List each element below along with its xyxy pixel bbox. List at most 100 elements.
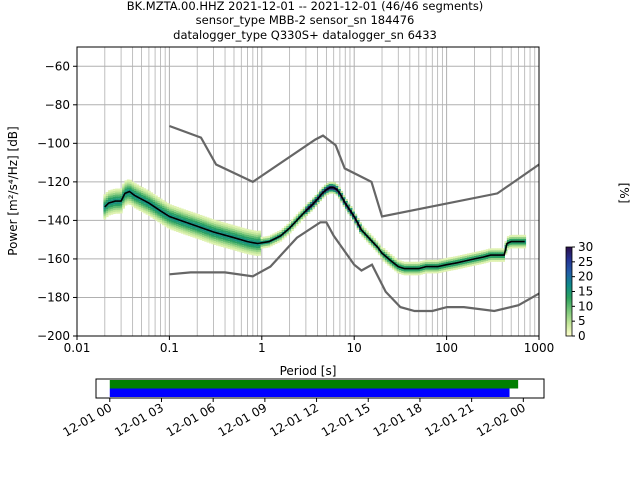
- density-cell: [131, 204, 135, 207]
- density-cell: [244, 236, 247, 239]
- density-cell: [145, 191, 149, 194]
- density-cell: [335, 183, 339, 186]
- density-cell: [166, 218, 170, 221]
- density-cell: [366, 240, 369, 243]
- density-cell: [105, 209, 109, 212]
- density-cell: [488, 256, 491, 259]
- density-cell: [152, 215, 156, 218]
- density-cell: [199, 216, 203, 219]
- density-cell: [246, 231, 250, 234]
- density-cell: [441, 258, 444, 261]
- density-cell: [319, 197, 323, 200]
- density-cell: [124, 186, 128, 189]
- density-cell: [140, 204, 144, 207]
- density-cell: [110, 195, 114, 198]
- density-cell: [258, 246, 262, 249]
- density-cell: [230, 228, 233, 231]
- density-cell: [225, 223, 229, 226]
- density-cell: [176, 212, 179, 215]
- density-cell: [187, 230, 191, 233]
- density-cell: [309, 207, 313, 210]
- density-cell: [420, 270, 423, 273]
- density-cell: [352, 217, 355, 220]
- density-cell: [119, 190, 123, 193]
- density-cell: [133, 204, 137, 207]
- density-cell: [227, 233, 231, 236]
- density-cell: [117, 196, 121, 199]
- density-cell: [138, 191, 142, 194]
- density-cell: [396, 267, 400, 270]
- density-cell: [117, 209, 121, 212]
- timeline-tick-label: 12-01 00: [61, 400, 115, 439]
- density-cell: [366, 230, 369, 233]
- density-cell: [382, 259, 386, 262]
- density-cell: [208, 222, 212, 225]
- density-cell: [194, 217, 198, 220]
- density-cell: [108, 192, 111, 195]
- density-cell: [180, 229, 184, 232]
- density-cell: [251, 245, 254, 248]
- density-cell: [112, 208, 116, 211]
- density-cell: [119, 207, 123, 210]
- density-cell: [492, 256, 496, 259]
- density-cell: [199, 232, 203, 235]
- density-cell: [260, 246, 264, 249]
- density-cell: [108, 209, 111, 212]
- density-cell: [520, 244, 524, 247]
- density-cell: [204, 216, 208, 219]
- density-cell: [248, 244, 252, 247]
- density-cell: [492, 252, 496, 255]
- density-cell: [241, 231, 245, 234]
- density-cell: [218, 242, 222, 245]
- density-cell: [248, 237, 252, 240]
- density-cell: [185, 225, 189, 228]
- timeline-tick-label: 12-01 12: [267, 400, 321, 439]
- density-cell: [520, 236, 524, 239]
- density-cell: [337, 188, 341, 191]
- density-cell: [241, 245, 245, 248]
- density-cell: [328, 187, 332, 190]
- density-cell: [384, 257, 388, 260]
- density-cell: [262, 240, 266, 243]
- density-cell: [147, 204, 151, 207]
- density-cell: [152, 213, 156, 216]
- title-line-2: sensor_type MBB-2 sensor_sn 184476: [196, 13, 415, 27]
- density-cell: [204, 224, 208, 227]
- density-cell: [192, 216, 196, 219]
- x-tick-label: 100: [435, 341, 458, 355]
- x-axis-ticks: 0.01 0.1 1 10 100 1000: [64, 336, 554, 355]
- density-cell: [204, 232, 208, 235]
- density-cell: [166, 208, 170, 211]
- density-cell: [253, 253, 257, 256]
- density-cell: [436, 269, 440, 272]
- density-cell: [124, 201, 128, 204]
- density-cell: [211, 228, 215, 231]
- density-cell: [136, 199, 140, 202]
- density-cell: [272, 235, 276, 238]
- density-cell: [194, 215, 198, 218]
- density-cell: [192, 214, 196, 217]
- density-cell: [359, 230, 362, 233]
- density-cell: [300, 218, 304, 221]
- density-cell: [457, 257, 461, 260]
- density-cell: [230, 247, 233, 250]
- density-cell: [490, 252, 494, 255]
- density-cell: [159, 198, 163, 201]
- density-cell: [452, 260, 456, 263]
- density-cell: [387, 255, 391, 258]
- density-cell: [441, 268, 444, 271]
- density-cell: [408, 271, 412, 274]
- density-cell: [380, 248, 384, 251]
- density-cell: [119, 197, 123, 200]
- density-cell: [147, 208, 151, 211]
- density-cell: [375, 240, 379, 243]
- density-cell: [103, 215, 107, 218]
- density-cell: [255, 246, 259, 249]
- density-cell: [394, 259, 398, 262]
- density-cell: [218, 221, 222, 224]
- density-cell: [448, 261, 452, 264]
- density-cell: [220, 239, 224, 242]
- density-cell: [377, 243, 381, 246]
- density-cell: [410, 263, 414, 266]
- density-cell: [152, 201, 156, 204]
